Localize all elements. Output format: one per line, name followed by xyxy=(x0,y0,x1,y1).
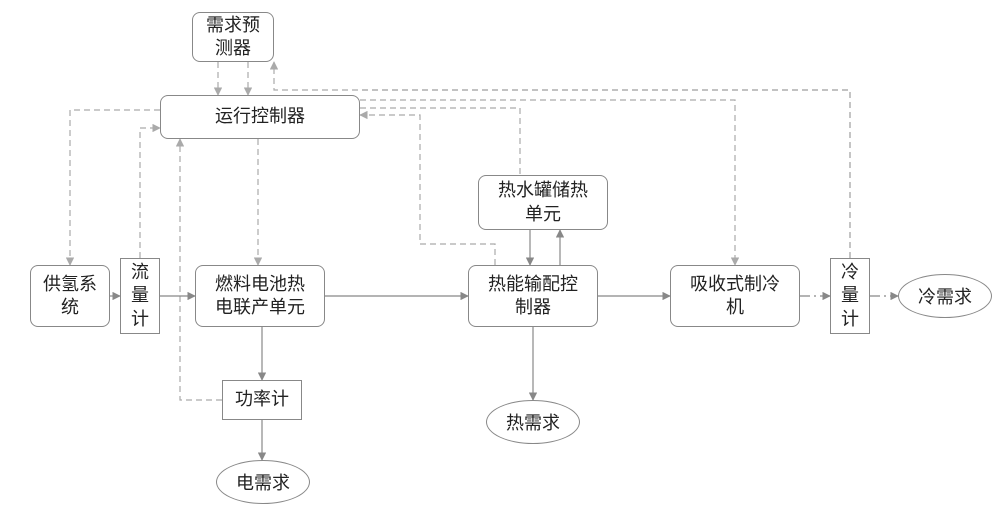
node-label: 燃料电池热电联产单元 xyxy=(215,273,305,320)
node-label: 运行控制器 xyxy=(215,105,305,128)
node-label: 电需求 xyxy=(236,469,290,495)
node-heat_dist_ctrl: 热能输配控制器 xyxy=(468,265,598,327)
node-hot_tank: 热水罐储热单元 xyxy=(478,175,608,230)
node-flow_meter: 流量计 xyxy=(120,258,160,334)
edge-run_controller-heat_dist_ctrl xyxy=(360,108,520,175)
node-label: 热能输配控制器 xyxy=(488,273,578,320)
node-power_meter: 功率计 xyxy=(222,380,302,420)
node-label: 流量计 xyxy=(131,261,149,331)
node-label: 吸收式制冷机 xyxy=(690,273,780,320)
node-cold_demand: 冷需求 xyxy=(898,274,992,318)
edge-cold_meter-run_controller xyxy=(360,90,850,258)
node-label: 功率计 xyxy=(235,388,289,411)
node-abs_chiller: 吸收式制冷机 xyxy=(670,265,800,327)
edge-flow_meter-run_controller xyxy=(140,128,160,258)
node-label: 需求预测器 xyxy=(206,14,260,61)
flowchart-canvas: 需求预测器运行控制器供氢系统 流量计 燃料电池热电联产单元 热能输配控制器 热水罐储热单… xyxy=(0,0,1000,529)
node-fc_chp: 燃料电池热电联产单元 xyxy=(195,265,325,327)
node-run_controller: 运行控制器 xyxy=(160,95,360,139)
node-label: 热水罐储热单元 xyxy=(498,179,588,226)
node-heat_demand: 热需求 xyxy=(486,400,580,444)
node-elec_demand: 电需求 xyxy=(216,460,310,504)
node-label: 供氢系统 xyxy=(43,273,97,320)
node-demand_predictor: 需求预测器 xyxy=(192,12,274,62)
node-h2_system: 供氢系统 xyxy=(30,265,110,327)
node-label: 热需求 xyxy=(506,409,560,435)
edge-run_controller-h2_system xyxy=(70,110,160,265)
node-label: 冷量计 xyxy=(841,261,859,331)
node-cold_meter: 冷量计 xyxy=(830,258,870,334)
node-label: 冷需求 xyxy=(918,283,972,309)
edge-heat_dist_ctrl-run_controller xyxy=(360,115,495,265)
